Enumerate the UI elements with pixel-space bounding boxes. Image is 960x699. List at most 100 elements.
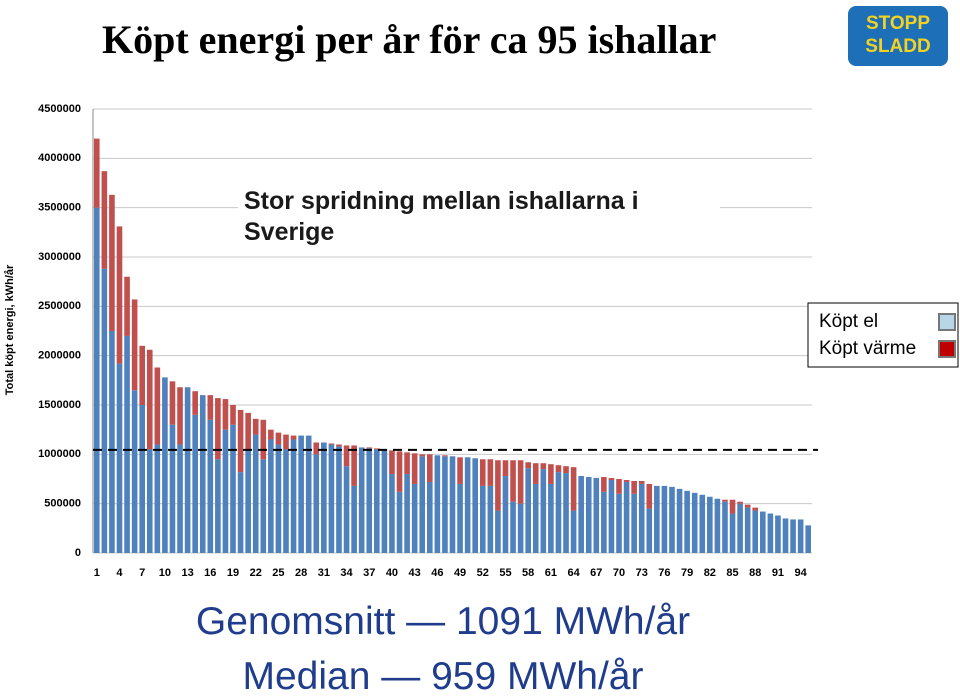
bar-segment [570, 510, 577, 553]
bar-segment [237, 409, 244, 473]
x-tick-label: 64 [567, 567, 580, 579]
footer-median: Median — 959 MWh/år [242, 655, 644, 698]
bar-segment [495, 510, 501, 553]
legend-box [807, 302, 959, 368]
bar-segment [275, 432, 282, 445]
bar-segment [207, 419, 214, 553]
bar-segment [805, 525, 812, 553]
bar-segment [426, 454, 433, 482]
bar-segment [298, 435, 304, 553]
bar-segment [707, 496, 713, 553]
bar-segment [154, 444, 161, 553]
bar-segment [775, 515, 781, 553]
bar-segment [389, 450, 395, 475]
bar-segment [366, 448, 373, 553]
bar-segment [283, 434, 289, 450]
bar-segment [252, 418, 259, 435]
bar-segment [729, 513, 736, 553]
bar-segment [290, 439, 297, 553]
x-tick-label: 40 [386, 567, 398, 579]
bar-segment [139, 405, 145, 553]
x-tick-label: 10 [159, 567, 171, 579]
y-axis-label: Total köpt energi, kWh/år [4, 264, 16, 395]
x-tick-label: 73 [636, 567, 648, 579]
bar-segment [93, 207, 100, 553]
bar-segment [699, 494, 706, 553]
bar-segment [737, 503, 743, 553]
bar-segment [404, 452, 410, 475]
x-tick-label: 55 [499, 567, 511, 579]
bar-segment [654, 485, 660, 553]
bar-segment [268, 429, 274, 440]
bar-segment [623, 481, 630, 553]
bar-segment [585, 477, 592, 553]
bar-segment [162, 377, 168, 553]
bar-segment [608, 478, 615, 480]
x-tick-label: 4 [116, 567, 123, 579]
x-tick-label: 85 [726, 567, 738, 579]
x-tick-label: 37 [363, 567, 375, 579]
x-tick-label: 1 [94, 567, 100, 579]
bar-segment [116, 226, 123, 364]
bar-segment [419, 456, 426, 553]
x-tick-label: 58 [522, 567, 534, 579]
bar-segment [442, 455, 448, 457]
bar-segment [570, 467, 577, 511]
bar-segment [230, 424, 236, 553]
bar-segment [366, 447, 373, 449]
bar-segment [381, 450, 388, 553]
bar-segment [222, 399, 229, 430]
x-tick-label: 70 [613, 567, 625, 579]
bar-segment [313, 454, 320, 553]
bar-segment [442, 456, 448, 553]
annotation: Stor spridning mellan ishallarna i Sveri… [238, 186, 720, 248]
bar-segment [396, 491, 403, 553]
bar-segment [638, 483, 645, 553]
bar-segment [722, 499, 728, 502]
bar-segment [563, 473, 569, 553]
bar-segment [646, 508, 653, 553]
legend-swatch [938, 313, 956, 331]
bar-segment [404, 474, 410, 553]
bar-segment [631, 480, 637, 494]
x-tick-label: 19 [227, 567, 239, 579]
bar-segment [268, 439, 274, 553]
bar-segment [245, 412, 251, 450]
bar-segment [555, 465, 562, 473]
x-tick-label: 31 [318, 567, 330, 579]
logo-bg [848, 6, 948, 66]
x-tick-label: 94 [795, 567, 808, 579]
bar-segment [540, 469, 547, 553]
bar-segment [767, 513, 774, 553]
bar-segment [449, 456, 456, 553]
bar-segment [101, 171, 108, 269]
bar-segment [616, 479, 622, 494]
bar-segment [737, 501, 743, 504]
bar-segment [601, 477, 607, 492]
bar-segment [131, 299, 138, 391]
bar-segment [532, 483, 539, 553]
bar-segment [328, 444, 335, 553]
bar-segment [351, 445, 357, 486]
bar-segment [517, 503, 524, 553]
x-tick-label: 67 [590, 567, 602, 579]
bar-segment [616, 493, 622, 553]
bar-segment [684, 490, 690, 553]
bar-segment [343, 466, 350, 553]
bar-segment [555, 472, 562, 553]
bar-segment [495, 460, 501, 511]
bar-segment [638, 480, 645, 484]
bar-segment [336, 446, 342, 553]
bar-segment [548, 464, 554, 484]
bar-segment [790, 519, 796, 553]
x-tick-label: 61 [545, 567, 557, 579]
bar-segment [510, 501, 516, 553]
y-tick-label: 500000 [44, 498, 81, 510]
bar-segment [321, 442, 327, 553]
bar-segment [722, 501, 728, 553]
bar-segment [389, 474, 395, 553]
bar-segment [396, 451, 403, 492]
bar-segment [729, 499, 736, 514]
footer-mean: Genomsnitt — 1091 MWh/år [195, 600, 691, 643]
